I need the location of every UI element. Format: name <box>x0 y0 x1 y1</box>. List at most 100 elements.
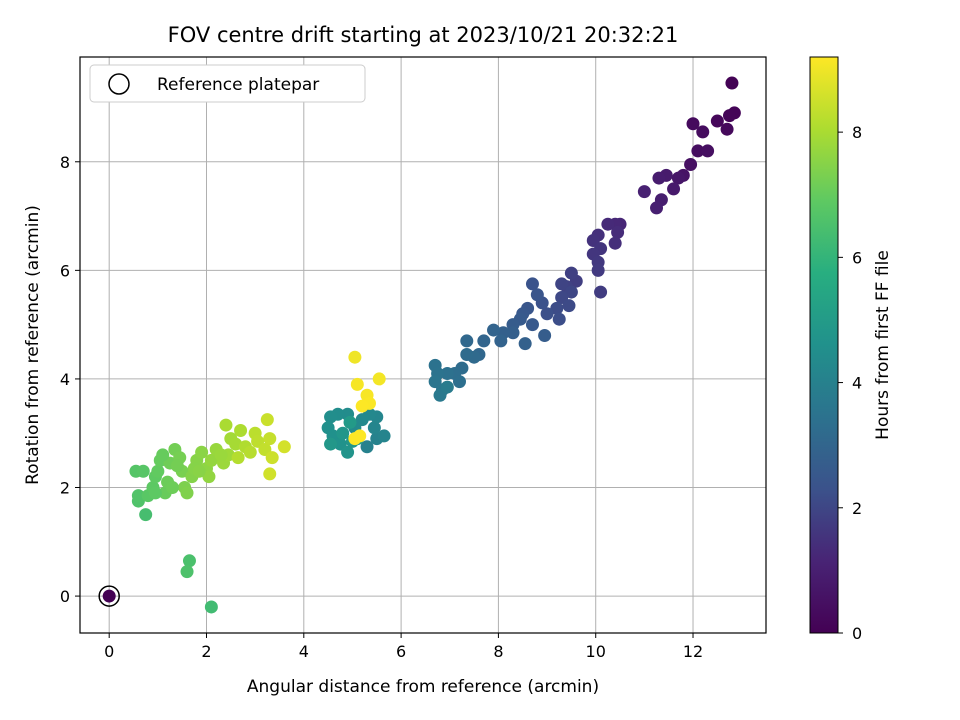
data-point <box>564 285 578 299</box>
data-point <box>204 600 218 614</box>
data-point <box>156 448 170 462</box>
x-tick-label: 2 <box>201 642 211 661</box>
data-point <box>102 589 116 603</box>
data-point <box>552 312 566 326</box>
data-point <box>555 277 569 291</box>
data-point <box>667 182 681 196</box>
data-point <box>263 467 277 481</box>
data-point <box>234 424 248 438</box>
y-axis-label: Rotation from reference (arcmin) <box>23 205 43 485</box>
x-axis-label: Angular distance from reference (arcmin) <box>247 677 599 697</box>
data-point <box>353 429 367 443</box>
data-point <box>540 307 554 321</box>
data-point <box>180 486 194 500</box>
data-point <box>530 288 544 302</box>
data-point <box>182 554 196 568</box>
y-tick-label: 2 <box>60 479 70 498</box>
data-point <box>518 337 532 351</box>
data-point <box>195 445 209 459</box>
data-point <box>367 421 381 435</box>
data-point <box>710 114 724 128</box>
data-point <box>652 171 666 185</box>
data-point <box>243 445 257 459</box>
data-point <box>350 377 364 391</box>
colorbar-tick-label: 4 <box>852 374 862 393</box>
data-point <box>650 201 664 215</box>
x-tick-label: 10 <box>586 642 606 661</box>
data-point <box>192 464 206 478</box>
data-point <box>608 236 622 250</box>
data-point <box>611 225 625 239</box>
colorbar-label: Hours from first FF file <box>873 250 893 440</box>
y-tick-label: 6 <box>60 261 70 280</box>
y-tick-label: 0 <box>60 587 70 606</box>
y-axis-ticks: 0 2 4 6 8 <box>60 153 80 606</box>
data-point <box>506 326 520 340</box>
data-point <box>131 489 145 503</box>
data-point <box>725 76 739 90</box>
data-point <box>696 125 710 139</box>
data-point <box>263 432 277 446</box>
data-point <box>452 375 466 389</box>
data-point <box>202 470 216 484</box>
data-point <box>277 440 291 454</box>
colorbar-tick-label: 8 <box>852 123 862 142</box>
grid-lines <box>80 57 766 633</box>
data-point <box>231 451 245 465</box>
colorbar-ticks: 0 2 4 6 8 <box>838 123 862 643</box>
data-point <box>180 565 194 579</box>
data-point <box>460 348 474 362</box>
data-point <box>148 486 162 500</box>
data-point <box>637 185 651 199</box>
data-point <box>701 144 715 158</box>
data-point <box>204 453 218 467</box>
data-point <box>686 117 700 131</box>
data-point <box>348 350 362 364</box>
x-tick-label: 8 <box>493 642 503 661</box>
data-point <box>591 263 605 277</box>
data-point <box>170 459 184 473</box>
data-point <box>550 301 564 315</box>
data-point <box>377 429 391 443</box>
data-point <box>440 380 454 394</box>
legend-entry-reference: Reference platepar <box>157 75 319 95</box>
colorbar-tick-label: 0 <box>852 624 862 643</box>
data-point <box>214 448 228 462</box>
reference-marker-layer <box>98 585 120 607</box>
legend: Reference platepar <box>89 64 366 103</box>
data-point <box>341 445 355 459</box>
data-point <box>136 464 150 478</box>
data-point <box>538 328 552 342</box>
y-tick-label: 4 <box>60 370 70 389</box>
x-tick-label: 0 <box>104 642 114 661</box>
data-point <box>684 157 698 171</box>
x-tick-label: 4 <box>299 642 309 661</box>
data-point <box>139 508 153 522</box>
data-point <box>343 415 357 429</box>
data-point <box>691 144 705 158</box>
data-point <box>440 367 454 381</box>
data-point <box>265 451 279 465</box>
data-point <box>460 334 474 348</box>
data-point <box>260 413 274 427</box>
data-point <box>324 437 338 451</box>
y-tick-label: 8 <box>60 153 70 172</box>
x-axis-ticks: 0 2 4 6 8 10 12 <box>104 633 703 661</box>
data-point <box>723 109 737 123</box>
data-point <box>594 285 608 299</box>
chart-title: FOV centre drift starting at 2023/10/21 … <box>168 23 679 47</box>
data-point <box>562 299 576 313</box>
data-point <box>477 334 491 348</box>
x-tick-label: 6 <box>396 642 406 661</box>
data-point <box>671 171 685 185</box>
data-point <box>151 464 165 478</box>
data-point <box>360 440 374 454</box>
data-point <box>601 217 615 231</box>
data-point <box>165 481 179 495</box>
data-point <box>229 437 243 451</box>
legend-box <box>89 64 366 103</box>
data-point <box>219 418 233 432</box>
colorbar <box>809 56 839 634</box>
data-point <box>494 334 508 348</box>
